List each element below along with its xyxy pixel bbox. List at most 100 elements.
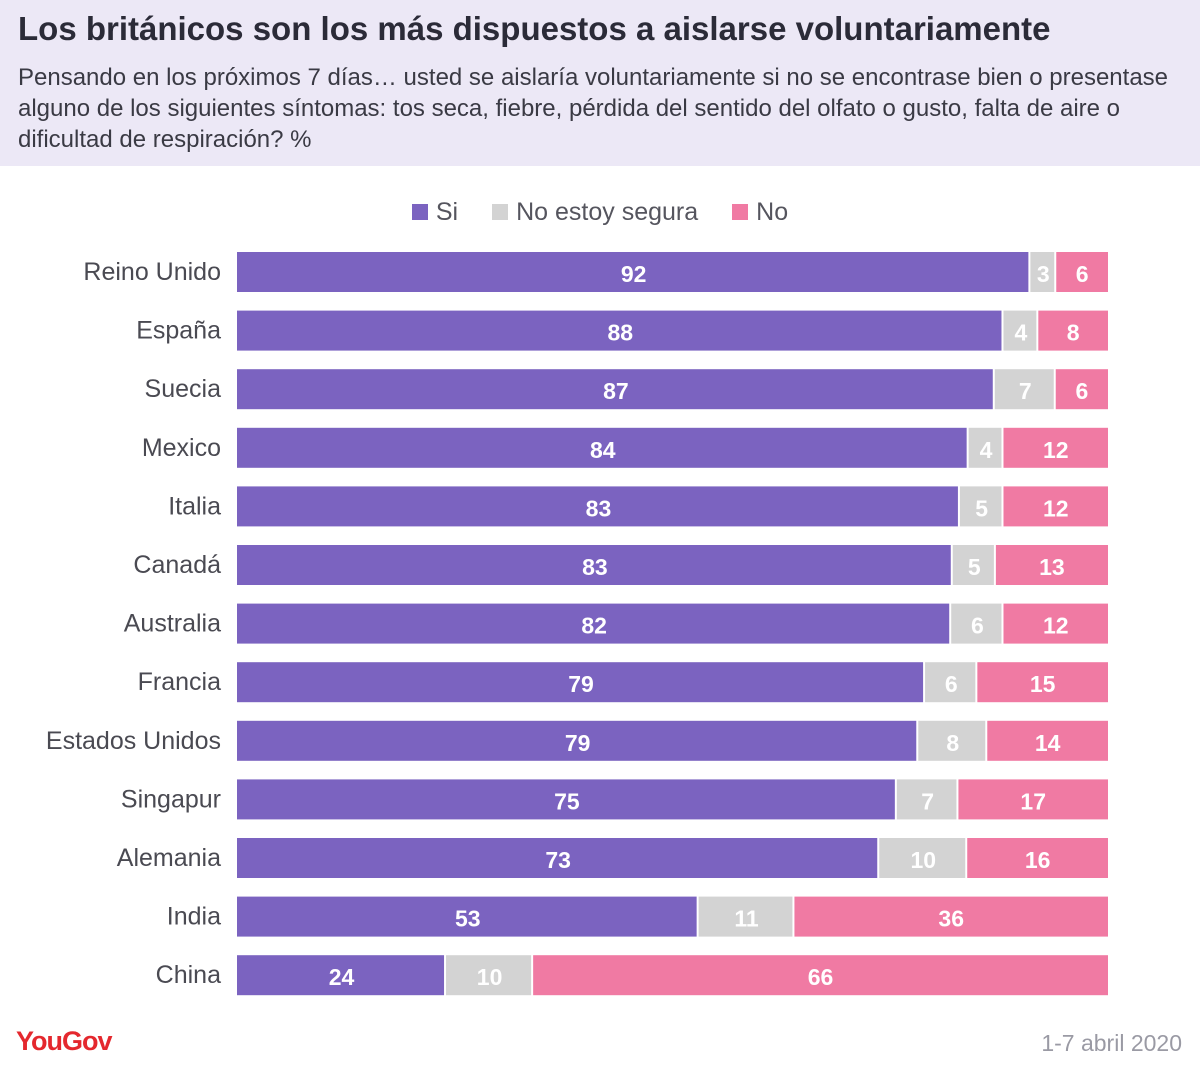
data-label: 11 [734, 906, 759, 932]
bar-segment-no-estoy-segura [879, 838, 966, 878]
data-label: 66 [808, 964, 834, 990]
chart-subtitle: Pensando en los próximos 7 días… usted s… [18, 64, 1169, 153]
category-label: Francia [138, 668, 221, 696]
data-label: 7 [1019, 378, 1032, 404]
bar-segment-si [237, 486, 958, 527]
bar-row-singapur: Singapur 75 7 17 [121, 779, 1108, 820]
legend-swatch-si [411, 204, 428, 220]
data-label: 4 [980, 437, 993, 463]
bar-segment-no [1055, 369, 1108, 410]
data-label: 79 [568, 671, 594, 697]
bar-row-estados-unidos: Estados Unidos 79 8 14 [46, 720, 1108, 761]
bar-segment-no-estoy-segura [952, 545, 994, 585]
legend-label-no: No [756, 197, 789, 226]
legend-item-no: No [732, 198, 788, 227]
bar-segment-si [237, 310, 1002, 351]
bar-segment-no-estoy-segura [925, 662, 976, 703]
data-label: 82 [581, 613, 607, 639]
data-label: 5 [968, 554, 981, 580]
data-label: 6 [945, 671, 958, 697]
bar-row-australia: Australia 82 6 12 [124, 603, 1108, 644]
category-label: Suecia [145, 375, 222, 403]
category-label: India [167, 903, 221, 931]
category-label: Canadá [133, 551, 221, 579]
bar-segment-no [794, 896, 1108, 937]
yougov-logo: YouGov [16, 1026, 113, 1056]
bar-row-mexico: Mexico 84 4 12 [142, 427, 1108, 468]
bar-row-francia: Francia 79 6 15 [138, 662, 1108, 703]
bar-segment-no-estoy-segura [896, 779, 957, 820]
category-label: Singapur [121, 785, 221, 813]
data-label: 8 [1067, 320, 1080, 346]
data-label: 4 [1015, 320, 1028, 346]
bar-segment-no [958, 779, 1108, 820]
bar-segment-no [1056, 252, 1108, 292]
bar-row-suecia: Suecia 87 7 6 [145, 369, 1108, 410]
data-label: 75 [554, 788, 580, 814]
bar-segment-no-estoy-segura [1030, 252, 1055, 292]
bar-segment-si [237, 896, 697, 937]
bar-segment-si [237, 252, 1029, 292]
bar-row-espana: España 88 4 8 [136, 310, 1108, 351]
bar-row-china: China 24 10 66 [156, 955, 1108, 996]
bar-segment-no [995, 545, 1108, 585]
data-label: 17 [1020, 788, 1046, 814]
data-label: 7 [921, 788, 934, 814]
data-label: 12 [1043, 437, 1069, 463]
bar-row-canada: Canadá 83 5 13 [133, 545, 1108, 585]
data-label: 13 [1039, 554, 1065, 580]
bar-segment-si [237, 603, 950, 644]
data-label: 83 [582, 554, 608, 580]
data-label: 6 [1076, 261, 1089, 287]
bar-segment-no [1003, 427, 1108, 468]
bar-segment-si [237, 720, 917, 761]
category-label: Australia [124, 610, 221, 638]
data-label: 15 [1030, 671, 1056, 697]
data-label: 8 [946, 730, 959, 756]
bar-segment-no [977, 662, 1108, 703]
category-label: Estados Unidos [46, 727, 221, 755]
data-label: 16 [1025, 847, 1051, 873]
bar-segment-no-estoy-segura [951, 603, 1002, 644]
bar-segment-no-estoy-segura [698, 896, 793, 937]
data-label: 87 [603, 378, 629, 404]
bar-segment-si [237, 427, 967, 468]
data-label: 6 [1075, 378, 1088, 404]
bar-row-india: India 53 11 36 [167, 896, 1108, 937]
data-label: 12 [1043, 613, 1069, 639]
data-label: 12 [1043, 495, 1069, 521]
bar-segment-no-estoy-segura [968, 427, 1002, 468]
header-band: Los británicos son los más dispuestos a … [0, 0, 1200, 166]
bar-segment-no-estoy-segura [994, 369, 1054, 410]
legend-swatch-no-segura [492, 204, 509, 220]
legend-label-no-segura: No estoy segura [516, 197, 699, 226]
bar-segment-no-estoy-segura [918, 720, 986, 761]
bar-segment-si [237, 955, 445, 996]
data-label: 6 [971, 613, 984, 639]
category-label: Alemania [117, 844, 221, 872]
data-label: 24 [329, 964, 355, 990]
legend-item-no-segura: No estoy segura [492, 198, 698, 227]
category-label: España [136, 317, 221, 345]
bar-segment-si [237, 545, 951, 585]
data-label: 10 [910, 847, 936, 873]
bar-segment-si [237, 662, 924, 703]
legend-label-si: Si [435, 197, 459, 226]
bar-segment-no [1003, 486, 1108, 527]
data-label: 88 [607, 320, 633, 346]
bar-segment-si [237, 369, 993, 410]
data-label: 3 [1037, 261, 1050, 287]
data-label: 5 [975, 495, 988, 521]
bar-row-reino-unido: Reino Unido 92 3 6 [83, 252, 1108, 292]
survey-date: 1-7 abril 2020 [1041, 1030, 1182, 1056]
bar-segment-no-estoy-segura [959, 486, 1002, 527]
bar-segment-si [237, 838, 878, 878]
bar-segment-no [1003, 603, 1108, 644]
category-label: China [156, 961, 221, 989]
data-label: 14 [1035, 730, 1061, 756]
category-label: Mexico [142, 434, 221, 462]
bar-segment-no [1038, 310, 1108, 351]
data-label: 84 [590, 437, 616, 463]
category-label: Reino Unido [83, 258, 221, 286]
